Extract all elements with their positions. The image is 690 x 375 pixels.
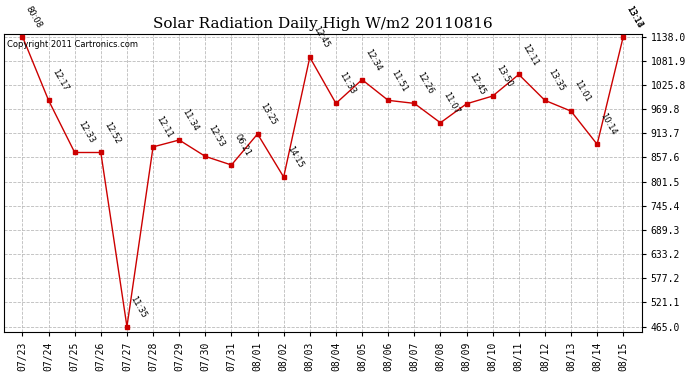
Text: 13:35: 13:35 (546, 68, 566, 93)
Text: 11:51: 11:51 (389, 68, 409, 93)
Text: 14:15: 14:15 (285, 145, 305, 170)
Text: 11:01: 11:01 (572, 79, 592, 104)
Text: Copyright 2011 Cartronics.com: Copyright 2011 Cartronics.com (8, 40, 139, 49)
Text: 12:11: 12:11 (155, 115, 174, 140)
Text: 13:14: 13:14 (624, 4, 644, 29)
Title: Solar Radiation Daily High W/m2 20110816: Solar Radiation Daily High W/m2 20110816 (153, 17, 493, 31)
Text: 12:33: 12:33 (76, 120, 96, 145)
Text: 11:34: 11:34 (181, 108, 200, 133)
Text: 12:17: 12:17 (50, 68, 70, 93)
Text: 12:52: 12:52 (102, 120, 122, 145)
Text: 80:08: 80:08 (23, 4, 43, 29)
Text: 12:53: 12:53 (206, 124, 226, 149)
Text: 13:13: 13:13 (624, 4, 644, 29)
Text: 12:34: 12:34 (364, 47, 383, 72)
Text: 13:50: 13:50 (494, 64, 513, 89)
Text: 11:33: 11:33 (337, 71, 357, 96)
Text: 12:26: 12:26 (415, 71, 435, 96)
Text: 12:45: 12:45 (311, 25, 331, 50)
Text: 12:11: 12:11 (520, 42, 540, 67)
Text: 13:25: 13:25 (259, 102, 279, 127)
Text: 11:35: 11:35 (128, 294, 148, 320)
Text: 06:21: 06:21 (233, 133, 253, 158)
Text: 10:14: 10:14 (598, 112, 618, 137)
Text: 12:45: 12:45 (468, 72, 488, 96)
Text: 11:07: 11:07 (442, 90, 462, 116)
